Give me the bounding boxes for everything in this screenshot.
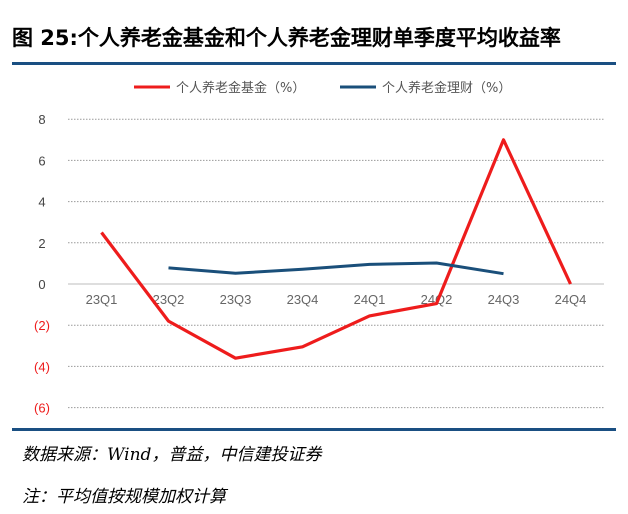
y-tick-label-2: 4: [38, 195, 45, 210]
figure-title: 图 25:个人养老金基金和个人养老金理财单季度平均收益率: [12, 26, 561, 50]
series-line-1: [168, 261, 504, 276]
y-tick-label-7: (6): [34, 401, 50, 416]
data-source: 数据来源：Wind，普益，中信建投证券: [22, 445, 322, 465]
x-tick-label-7: 24Q4: [555, 292, 587, 307]
y-tick-label-1: 6: [38, 153, 45, 168]
title-rule: [12, 62, 616, 65]
x-tick-label-1: 23Q2: [153, 292, 185, 307]
legend-label-0: 个人养老金基金（%）: [176, 80, 305, 96]
x-tick-label-2: 23Q3: [220, 292, 252, 307]
x-tick-label-6: 24Q3: [488, 292, 520, 307]
x-tick-label-3: 23Q4: [287, 292, 319, 307]
y-tick-label-4: 0: [38, 277, 45, 292]
x-tick-label-0: 23Q1: [86, 292, 118, 307]
y-tick-label-0: 8: [38, 112, 45, 127]
x-tick-label-4: 24Q1: [354, 292, 386, 307]
footer-rule: [12, 428, 616, 431]
y-tick-label-3: 2: [38, 236, 45, 251]
y-tick-label-6: (4): [34, 359, 50, 374]
legend-label-1: 个人养老金理财（%）: [382, 80, 511, 96]
footnote: 注：平均值按规模加权计算: [22, 487, 226, 507]
y-tick-label-5: (2): [34, 318, 50, 333]
series-line-0: [100, 138, 572, 360]
